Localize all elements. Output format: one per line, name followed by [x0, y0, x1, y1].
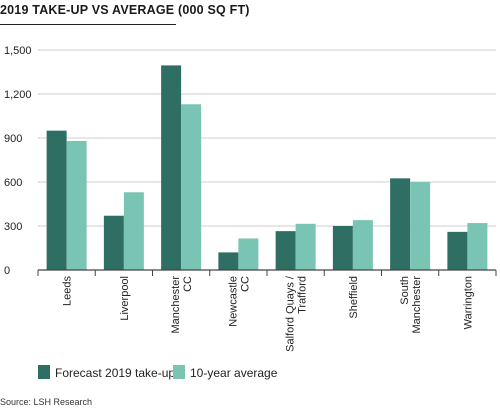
y-tick-label: 1,200: [4, 89, 32, 101]
y-tick-label: 1,500: [4, 45, 32, 57]
y-tick-label: 600: [4, 177, 22, 189]
average-bar: [238, 238, 259, 270]
x-tick-label: Liverpool: [119, 276, 131, 321]
forecast-bar: [46, 130, 67, 270]
x-tick-label: Newcastle: [227, 276, 239, 327]
average-bar: [181, 104, 202, 271]
forecast-bar: [332, 226, 353, 270]
legend-label: 10-year average: [190, 366, 278, 380]
source-note: Source: LSH Research: [0, 397, 93, 407]
forecast-bar: [447, 231, 468, 270]
y-tick-label: 300: [4, 221, 22, 233]
average-bar: [123, 192, 144, 270]
forecast-bar: [161, 65, 182, 271]
chart-title: 2019 TAKE-UP VS AVERAGE (000 SQ FT): [0, 3, 250, 17]
x-tick-label: CC: [239, 276, 251, 292]
legend-swatch-average: [173, 365, 185, 379]
y-tick-label: 0: [4, 265, 10, 277]
average-bar: [66, 140, 87, 270]
x-tick-label: Warrington: [462, 276, 474, 329]
legend-label: Forecast 2019 take-up: [55, 366, 175, 380]
y-tick-label: 900: [4, 133, 22, 145]
title-underline: [0, 24, 176, 25]
forecast-bar: [275, 231, 296, 270]
x-tick-label: Trafford: [297, 276, 309, 314]
x-tick-label: Manchester: [411, 276, 423, 334]
forecast-bar: [218, 252, 239, 270]
bar-chart: 0 300 600 900 1,200 1,500 Leeds Liverpool Manche…: [4, 45, 497, 380]
average-bar: [467, 223, 488, 270]
x-tick-label: Leeds: [62, 276, 74, 306]
legend-swatch-forecast: [38, 365, 50, 379]
x-tick-label: Salford Quays /: [285, 275, 297, 352]
x-tick-label: Sheffield: [348, 276, 360, 319]
average-bar: [352, 220, 373, 270]
x-tick-label: CC: [182, 276, 194, 292]
average-bar: [410, 182, 431, 270]
average-bar: [295, 223, 316, 270]
forecast-bar: [103, 215, 124, 270]
forecast-bar: [390, 178, 411, 270]
x-tick-label: Manchester: [170, 276, 182, 334]
x-tick-label: South: [399, 276, 411, 305]
